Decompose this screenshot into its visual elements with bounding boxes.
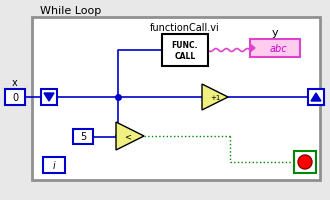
Bar xyxy=(41,90,57,105)
Polygon shape xyxy=(116,122,144,150)
Bar xyxy=(162,35,208,67)
Bar xyxy=(5,90,25,105)
Text: functionCall.vi: functionCall.vi xyxy=(150,23,220,33)
Bar xyxy=(43,157,65,173)
Bar xyxy=(308,90,324,105)
Bar xyxy=(250,40,300,58)
Text: 5: 5 xyxy=(80,132,86,142)
Circle shape xyxy=(298,155,312,169)
Polygon shape xyxy=(44,94,54,101)
Text: While Loop: While Loop xyxy=(40,6,101,16)
Text: x: x xyxy=(12,78,18,88)
Bar xyxy=(32,18,320,180)
Polygon shape xyxy=(250,45,255,53)
Text: abc: abc xyxy=(269,44,287,54)
Text: +1: +1 xyxy=(210,95,220,100)
Bar xyxy=(294,151,316,173)
Text: i: i xyxy=(52,160,55,170)
Bar xyxy=(73,129,93,144)
Polygon shape xyxy=(202,85,228,110)
Text: FUNC.: FUNC. xyxy=(172,41,198,50)
Text: <: < xyxy=(124,132,131,141)
Text: CALL: CALL xyxy=(174,52,196,61)
Text: y: y xyxy=(272,28,278,38)
Polygon shape xyxy=(311,94,321,101)
Text: 0: 0 xyxy=(12,93,18,102)
